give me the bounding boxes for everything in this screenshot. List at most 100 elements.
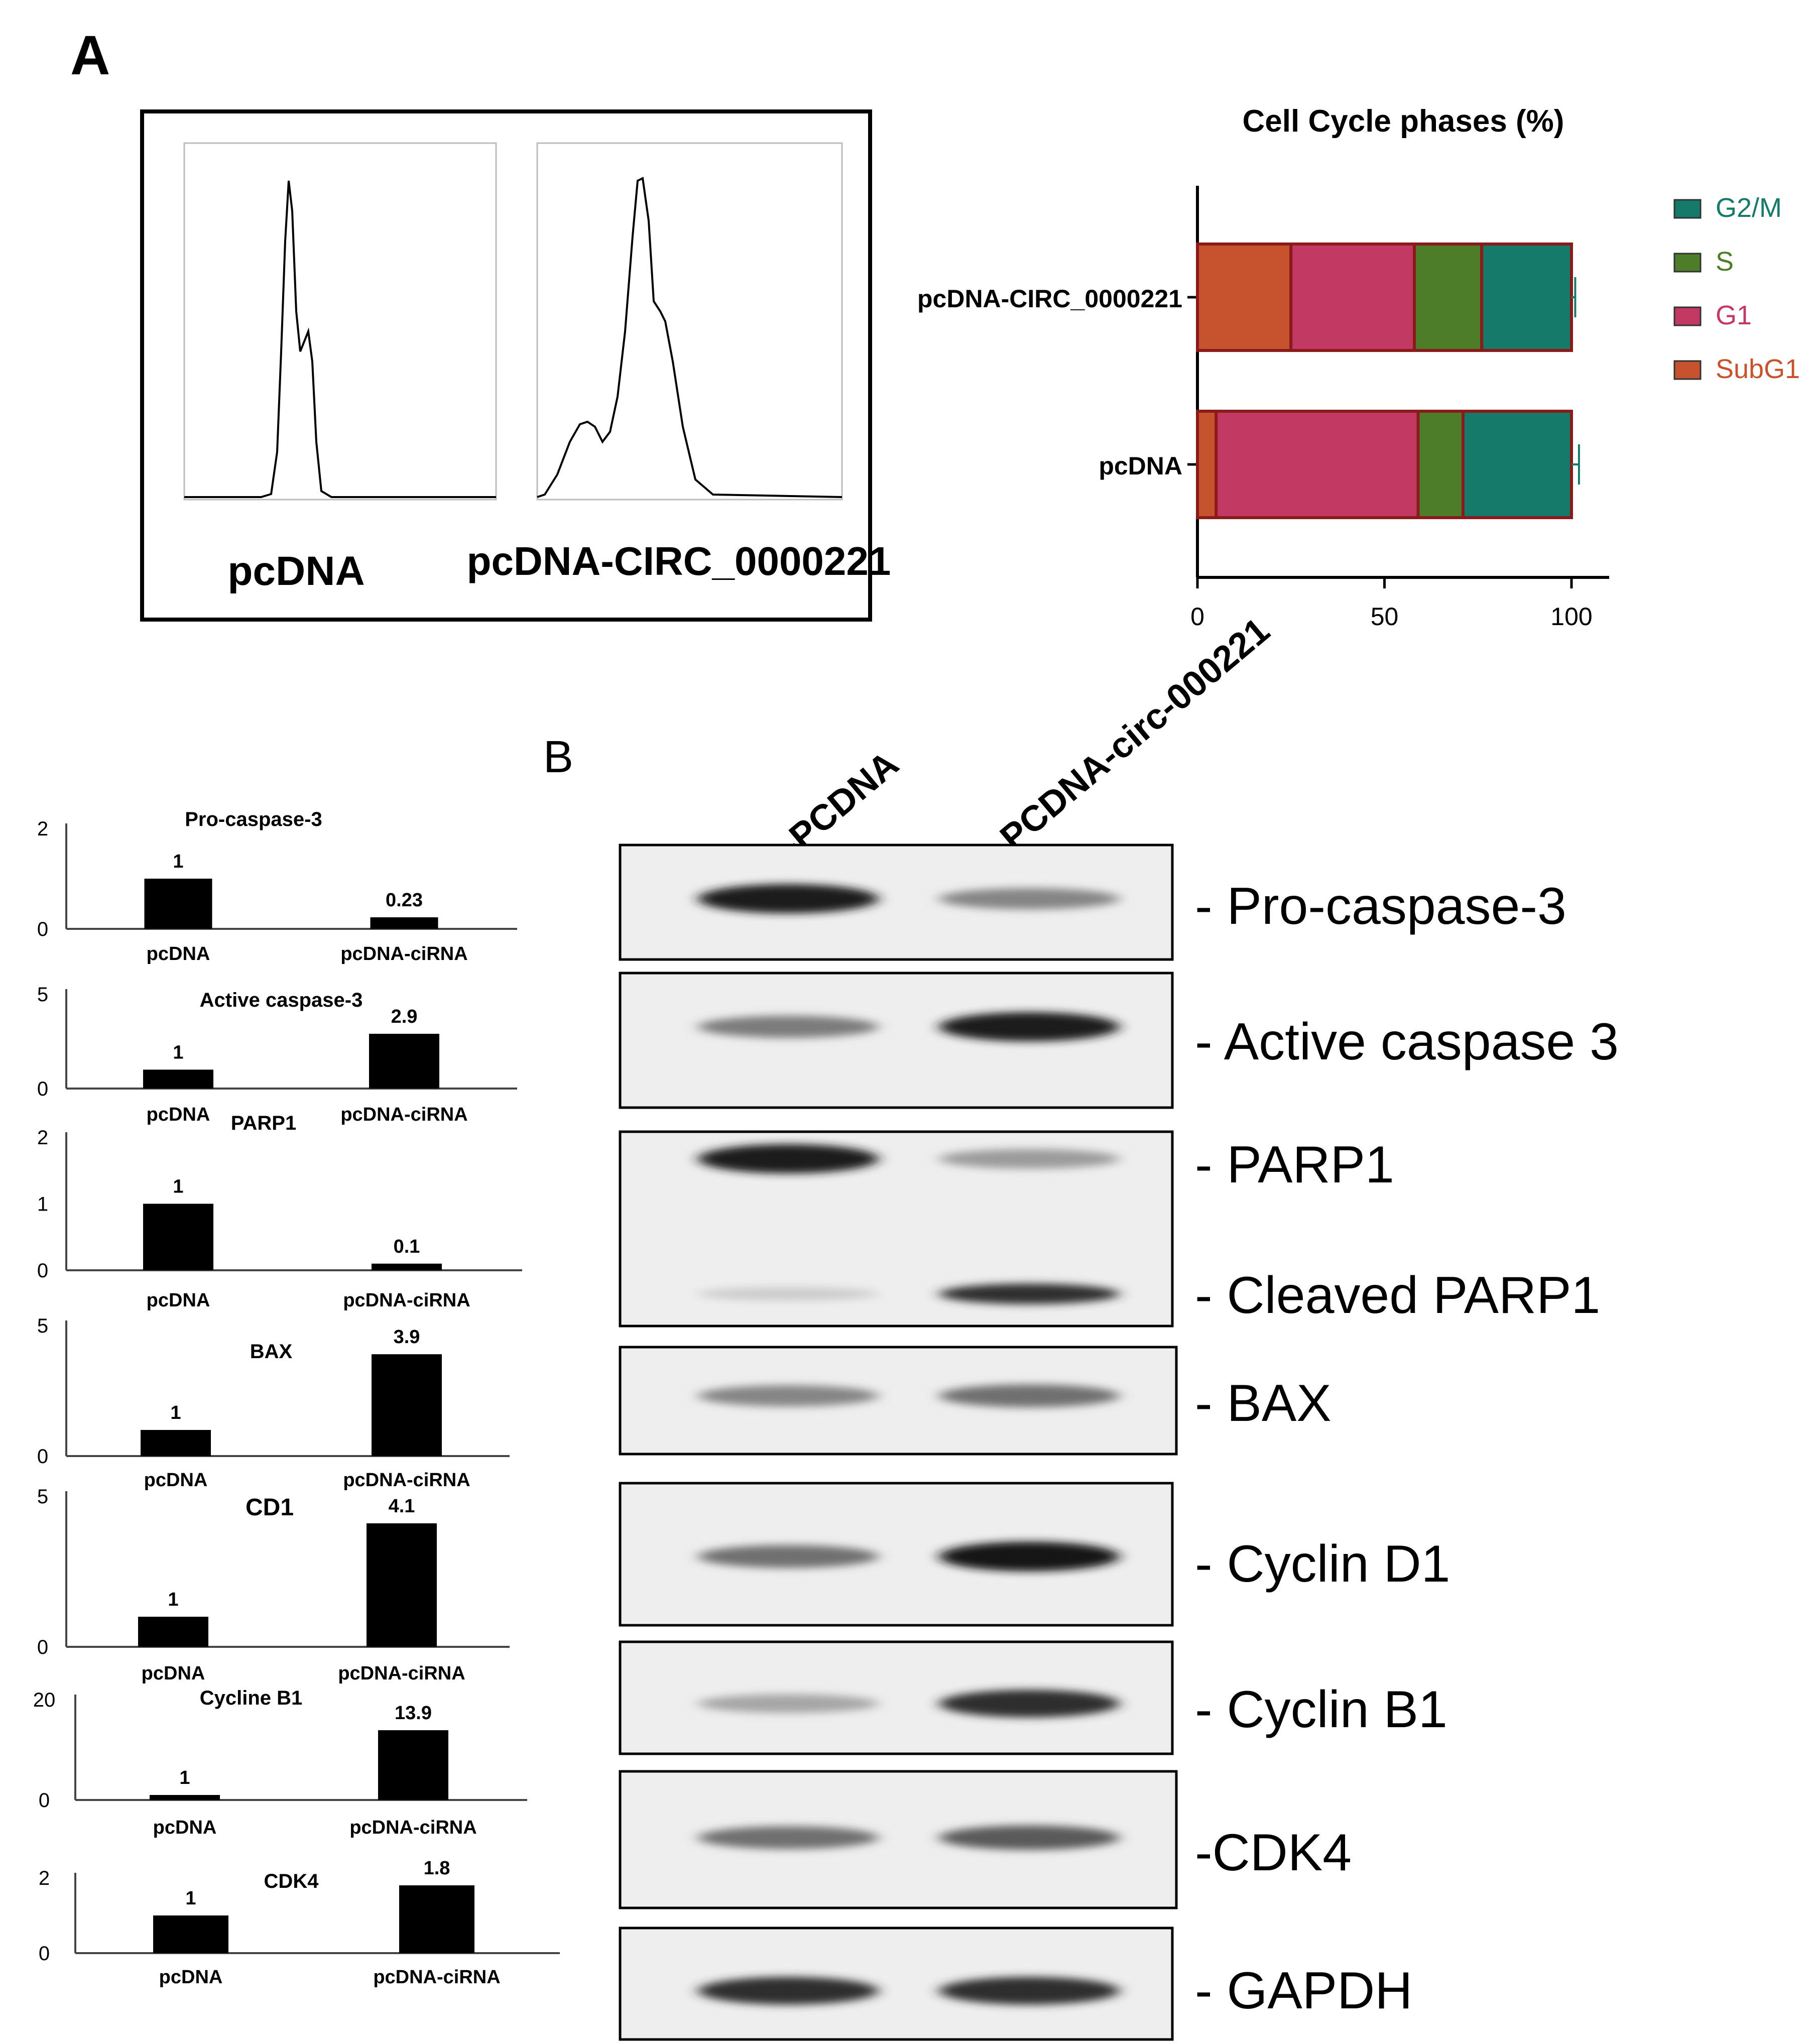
data-label: 1 bbox=[173, 1042, 183, 1063]
blot-3: - BAX bbox=[619, 1346, 1332, 1456]
bar bbox=[372, 1354, 442, 1456]
bar bbox=[367, 1523, 437, 1647]
bar bbox=[143, 1204, 213, 1270]
histogram-frame-circ bbox=[536, 142, 843, 501]
data-label: 1.8 bbox=[424, 1858, 450, 1879]
bar-segment bbox=[1461, 410, 1573, 519]
category-label: pcDNA bbox=[147, 1104, 210, 1125]
histogram-label-pcdna: pcDNA bbox=[227, 548, 365, 594]
y-tick-label: 0 bbox=[37, 1260, 48, 1282]
band bbox=[698, 884, 879, 914]
chart-title: Active caspase-3 bbox=[200, 989, 363, 1011]
blot-label: - Cleaved PARP1 bbox=[1195, 1266, 1600, 1325]
chart-title: CDK4 bbox=[264, 1870, 319, 1892]
chart-title: Pro-caspase-3 bbox=[185, 808, 322, 830]
y-tick-label: 5 bbox=[37, 1486, 48, 1508]
band bbox=[939, 888, 1120, 910]
lane-label-circ: -PCDNA-circ-000221 bbox=[984, 610, 1277, 866]
bar-chart-parp1: 0 1 2 PARP1 1 pcDNA 0.1 pcDNA-ciRNA bbox=[37, 1112, 522, 1311]
blot-label: - Cyclin D1 bbox=[1195, 1535, 1450, 1593]
cell-cycle-chart: Cell Cycle phases (%) 0 50 100 pcDNA-CIRC_00… bbox=[917, 104, 1800, 631]
blot-label: - Pro-caspase-3 bbox=[1195, 877, 1566, 935]
bar bbox=[150, 1795, 220, 1800]
bar bbox=[144, 879, 212, 929]
category-label: pcDNA bbox=[153, 1817, 217, 1838]
y-tick-label: 1 bbox=[37, 1193, 48, 1216]
band bbox=[698, 1694, 879, 1713]
data-label: 1 bbox=[185, 1888, 196, 1909]
bar-chart-active-caspase-3: 0 5 Active caspase-3 1 pcDNA 2.9 pcDNA-ciRNA bbox=[37, 984, 517, 1125]
data-label: 1 bbox=[168, 1589, 178, 1610]
data-label: 4.1 bbox=[389, 1496, 415, 1517]
bar-chart-cycline-b1: 0 20 Cycline B1 1 pcDNA 13.9 pcDNA-ciRNA bbox=[33, 1687, 527, 1838]
legend-swatch bbox=[1673, 199, 1702, 219]
legend-swatch bbox=[1673, 253, 1702, 273]
bar-segment bbox=[1416, 410, 1465, 519]
legend-label: SubG1 bbox=[1716, 354, 1800, 384]
panel-a-label: A bbox=[70, 25, 110, 86]
chart-title: CD1 bbox=[246, 1494, 294, 1521]
category-label: pcDNA-ciRNA bbox=[349, 1817, 476, 1838]
y-tick-label: 5 bbox=[37, 984, 48, 1006]
histogram-curve-circ bbox=[537, 176, 842, 498]
panel-b-label: B bbox=[543, 732, 573, 782]
y-tick-label: 5 bbox=[37, 1315, 48, 1337]
category-label: pcDNA-ciRNA bbox=[343, 1290, 470, 1311]
data-label: 0.1 bbox=[394, 1236, 420, 1257]
data-label: 1 bbox=[173, 1176, 183, 1197]
blot-4: - Cyclin D1 bbox=[619, 1482, 1450, 1627]
bar bbox=[143, 1069, 213, 1089]
bar-segment bbox=[1215, 410, 1420, 519]
band bbox=[698, 1144, 879, 1174]
blot-frame bbox=[619, 972, 1174, 1109]
blot-0: - Pro-caspase-3 bbox=[619, 844, 1566, 961]
bar bbox=[370, 917, 438, 929]
bar-segment bbox=[1480, 243, 1573, 352]
band bbox=[698, 1385, 879, 1407]
bar-chart-bax: 0 5 BAX 1 pcDNA 3.9 pcDNA-ciRNA bbox=[37, 1315, 510, 1491]
band bbox=[939, 1690, 1120, 1718]
chart-title: Cell Cycle phases (%) bbox=[1243, 104, 1564, 139]
category-label: pcDNA-ciRNA bbox=[340, 943, 467, 965]
bar-chart-cdk4: 0 2 CDK4 1 pcDNA 1.8 pcDNA-ciRNA bbox=[39, 1858, 560, 1988]
x-tick-label: 100 bbox=[1550, 603, 1592, 631]
blot-5: - Cyclin B1 bbox=[619, 1640, 1447, 1755]
bar-segment bbox=[1289, 243, 1416, 352]
blot-1: - Active caspase 3 bbox=[619, 972, 1619, 1109]
chart-title: PARP1 bbox=[231, 1112, 296, 1134]
y-tick-label: 2 bbox=[39, 1867, 50, 1889]
band bbox=[698, 1545, 879, 1568]
band bbox=[939, 1541, 1120, 1572]
x-tick-label: 0 bbox=[1190, 603, 1204, 631]
band bbox=[698, 1977, 879, 2005]
blot-label: - Active caspase 3 bbox=[1195, 1013, 1619, 1071]
x-tick-label: 50 bbox=[1371, 603, 1399, 631]
category-label: pcDNA bbox=[1099, 452, 1182, 480]
histogram-label-circ: pcDNA-CIRC_0000221 bbox=[467, 539, 891, 583]
band bbox=[939, 1149, 1120, 1169]
quantification-charts: 0 2 Pro-caspase-3 1 pcDNA 0.23 pcDNA-ciRNA 0 5 Ac… bbox=[33, 808, 560, 1988]
category-label: pcDNA-ciRNA bbox=[343, 1470, 470, 1491]
y-tick-label: 0 bbox=[39, 1789, 50, 1812]
flow-cytometry-panel: pcDNA pcDNA-CIRC_0000221 bbox=[140, 109, 891, 622]
data-label: 1 bbox=[179, 1767, 190, 1788]
category-label: pcDNA bbox=[142, 1663, 205, 1684]
bar bbox=[372, 1263, 442, 1270]
data-label: 1 bbox=[170, 1402, 181, 1423]
y-tick-label: 0 bbox=[37, 918, 48, 940]
blot-2: - PARP1 - Cleaved PARP1 bbox=[619, 1130, 1600, 1328]
chart-title: BAX bbox=[250, 1341, 293, 1363]
band bbox=[698, 1016, 879, 1038]
legend-label: G1 bbox=[1716, 300, 1752, 330]
data-label: 0.23 bbox=[386, 890, 423, 911]
blot-label: - Cyclin B1 bbox=[1195, 1680, 1447, 1739]
legend-label: G2/M bbox=[1716, 193, 1782, 223]
category-label: pcDNA bbox=[159, 1967, 223, 1988]
y-tick-label: 0 bbox=[37, 1636, 48, 1658]
legend-label: S bbox=[1716, 247, 1734, 277]
band bbox=[698, 1287, 879, 1301]
bar bbox=[153, 1915, 228, 1953]
legend-swatch bbox=[1673, 360, 1702, 380]
chart-title: Cycline B1 bbox=[200, 1687, 303, 1709]
